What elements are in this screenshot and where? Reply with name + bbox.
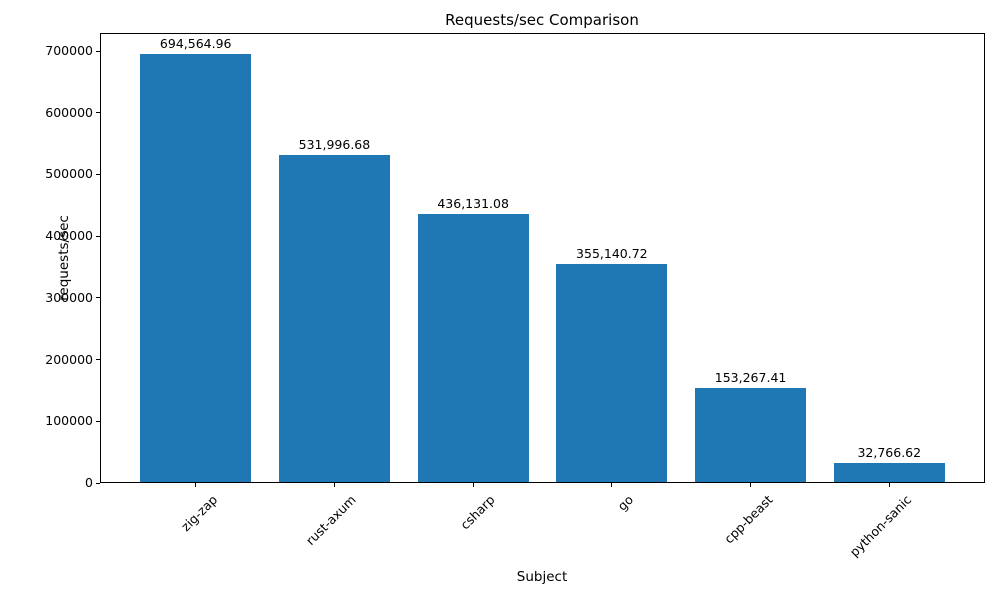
x-tick-mark [888,483,890,487]
bar-go [556,263,668,483]
x-tick-mark [611,483,613,487]
y-tick-mark [96,173,100,175]
x-tick-label: rust-axum [303,492,360,548]
bar-python-sanic [833,462,945,483]
x-tick-label: cpp-beast [720,492,776,547]
x-tick-mark [195,483,197,487]
x-tick-label: zig-zap [178,492,221,535]
bar-value-label: 355,140.72 [576,245,648,261]
y-tick-mark [96,420,100,422]
x-tick-mark [472,483,474,487]
y-tick-label: 700000 [45,43,93,59]
y-tick-mark [96,359,100,361]
x-tick-label: csharp [457,492,498,533]
bar-value-label: 436,131.08 [437,195,509,211]
y-tick-label: 300000 [45,289,93,305]
bar-value-label: 153,267.41 [714,370,787,386]
x-axis-label: Subject [516,569,568,585]
y-tick-label: 100000 [45,413,93,429]
y-tick-label: 500000 [45,166,93,182]
bar-zig-zap [140,54,252,483]
y-tick-label: 600000 [45,104,93,120]
y-tick-label: 400000 [45,228,93,244]
bar-cpp-beast [695,388,807,483]
x-tick-label: python-sanic [846,492,914,560]
bar-value-label: 694,564.96 [159,36,232,52]
y-tick-mark [96,112,100,114]
y-tick-mark [96,235,100,237]
chart-title: Requests/sec Comparison [445,11,639,29]
y-tick-mark [96,50,100,52]
x-tick-label: go [614,492,637,514]
y-tick-label: 200000 [45,351,93,367]
bar-value-label: 531,996.68 [298,136,371,152]
bar-csharp [417,213,529,483]
y-tick-label: 0 [85,475,93,490]
x-tick-mark [750,483,752,487]
x-tick-mark [333,483,335,487]
y-tick-mark [96,297,100,299]
bar-value-label: 32,766.62 [857,444,922,460]
bar-rust-axum [278,154,390,483]
y-tick-mark [96,482,100,484]
